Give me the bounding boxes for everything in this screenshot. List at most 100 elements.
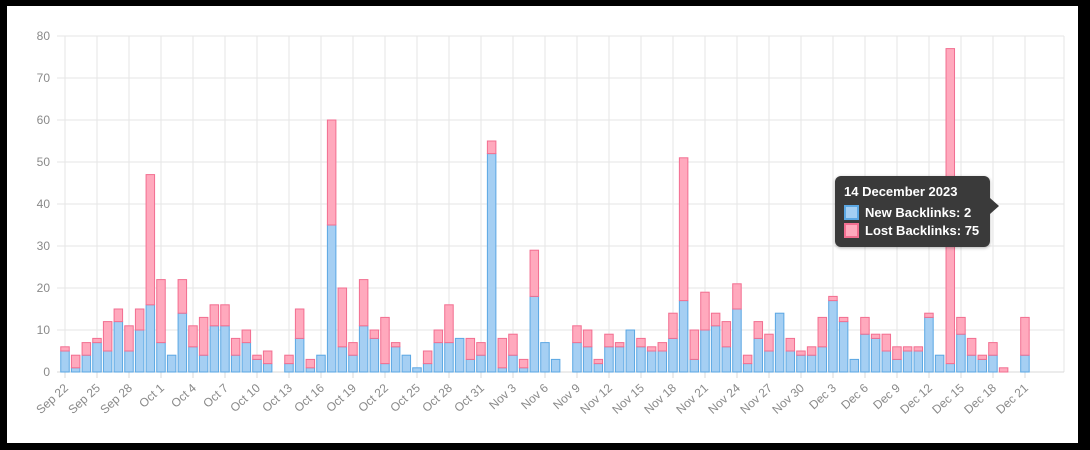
- bar-segment-new-oct-26[interactable]: [422, 363, 433, 373]
- bar-segment-new-nov-12[interactable]: [604, 346, 614, 373]
- bar-segment-new-oct-19[interactable]: [348, 354, 358, 373]
- bar-segment-new-dec-5[interactable]: [849, 358, 860, 373]
- bar-segment-lost-dec-8[interactable]: [881, 333, 892, 352]
- bar-segment-new-oct-2[interactable]: [166, 354, 177, 373]
- bar-segment-lost-oct-17[interactable]: [326, 119, 337, 226]
- bar-segment-lost-oct-9[interactable]: [241, 329, 252, 344]
- bar-segment-new-oct-10[interactable]: [252, 358, 262, 373]
- bar-segment-new-oct-9[interactable]: [241, 342, 252, 373]
- bar-segment-new-oct-18[interactable]: [337, 346, 348, 373]
- bar-segment-new-oct-5[interactable]: [198, 354, 209, 373]
- bar-segment-lost-dec-12[interactable]: [924, 312, 934, 318]
- bar-segment-lost-oct-6[interactable]: [209, 304, 220, 327]
- bar-segment-new-nov-30[interactable]: [796, 354, 806, 373]
- bar-segment-lost-oct-28[interactable]: [444, 304, 454, 344]
- bar-segment-lost-oct-23[interactable]: [390, 342, 401, 348]
- bar-segment-lost-oct-10[interactable]: [252, 354, 262, 360]
- bar-segment-lost-dec-3[interactable]: [828, 295, 838, 302]
- bar-segment-lost-nov-27[interactable]: [764, 333, 774, 352]
- bar-segment-new-nov-6[interactable]: [540, 342, 550, 373]
- bar-segment-new-nov-4[interactable]: [518, 367, 529, 373]
- bar-segment-new-dec-6[interactable]: [860, 333, 870, 373]
- bar-segment-new-nov-5[interactable]: [529, 295, 540, 373]
- bar-segment-lost-nov-13[interactable]: [614, 342, 625, 348]
- bar-segment-new-oct-3[interactable]: [177, 312, 188, 373]
- bar-segment-new-sep-25[interactable]: [92, 342, 102, 373]
- bar-segment-new-nov-16[interactable]: [646, 350, 657, 373]
- bar-segment-new-oct-17[interactable]: [326, 224, 337, 373]
- bar-segment-new-oct-27[interactable]: [433, 342, 444, 373]
- bar-segment-lost-nov-11[interactable]: [593, 358, 604, 365]
- bar-segment-lost-nov-25[interactable]: [742, 354, 753, 365]
- bar-segment-new-dec-3[interactable]: [828, 300, 838, 373]
- bar-segment-new-dec-13[interactable]: [934, 354, 945, 373]
- bar-segment-lost-nov-26[interactable]: [753, 321, 764, 339]
- bar-segment-lost-dec-1[interactable]: [806, 346, 817, 356]
- bar-segment-lost-nov-23[interactable]: [721, 321, 732, 348]
- bar-segment-new-sep-27[interactable]: [113, 321, 124, 373]
- bar-segment-lost-dec-16[interactable]: [966, 337, 977, 356]
- bar-segment-new-nov-3[interactable]: [508, 354, 518, 373]
- bar-segment-new-sep-24[interactable]: [81, 354, 92, 373]
- bar-segment-new-oct-15[interactable]: [305, 367, 316, 373]
- bar-segment-new-dec-7[interactable]: [870, 337, 881, 373]
- bar-segment-lost-dec-19[interactable]: [998, 367, 1009, 373]
- bar-segment-new-nov-26[interactable]: [753, 337, 764, 373]
- bar-segment-lost-oct-30[interactable]: [465, 337, 476, 360]
- bar-segment-lost-sep-27[interactable]: [113, 308, 124, 323]
- bar-segment-new-dec-15[interactable]: [956, 333, 966, 373]
- bar-segment-new-oct-14[interactable]: [294, 337, 305, 373]
- bar-segment-lost-dec-6[interactable]: [860, 316, 870, 335]
- bar-segment-lost-nov-5[interactable]: [529, 249, 540, 297]
- bar-segment-lost-oct-26[interactable]: [422, 350, 433, 365]
- bar-segment-new-dec-11[interactable]: [913, 350, 924, 373]
- bar-segment-lost-nov-17[interactable]: [657, 342, 668, 352]
- bar-segment-lost-nov-3[interactable]: [508, 333, 518, 356]
- bar-segment-lost-nov-19[interactable]: [678, 157, 689, 302]
- bar-segment-new-nov-23[interactable]: [721, 346, 732, 373]
- bar-segment-lost-sep-25[interactable]: [92, 337, 102, 344]
- bar-segment-new-oct-20[interactable]: [358, 325, 369, 373]
- bar-segment-new-oct-13[interactable]: [284, 363, 294, 373]
- bar-segment-lost-oct-4[interactable]: [188, 325, 198, 348]
- bar-segment-new-sep-22[interactable]: [60, 350, 70, 373]
- bar-segment-lost-sep-29[interactable]: [134, 308, 145, 331]
- bar-segment-lost-nov-15[interactable]: [636, 337, 646, 348]
- bar-segment-lost-dec-15[interactable]: [956, 316, 966, 335]
- bar-segment-new-oct-30[interactable]: [465, 358, 476, 373]
- bar-segment-lost-nov-29[interactable]: [785, 337, 796, 352]
- bar-segment-lost-oct-13[interactable]: [284, 354, 294, 365]
- bar-segment-lost-nov-2[interactable]: [497, 337, 508, 369]
- bar-segment-lost-oct-11[interactable]: [262, 350, 273, 365]
- bar-segment-new-oct-1[interactable]: [156, 342, 166, 373]
- bar-segment-new-sep-28[interactable]: [124, 350, 134, 373]
- bar-segment-lost-oct-3[interactable]: [177, 279, 188, 314]
- bar-segment-lost-dec-9[interactable]: [892, 346, 902, 360]
- bar-segment-lost-dec-18[interactable]: [988, 342, 998, 356]
- bar-segment-lost-nov-24[interactable]: [732, 283, 742, 310]
- bar-segment-new-dec-12[interactable]: [924, 316, 934, 373]
- bar-segment-new-nov-21[interactable]: [700, 329, 710, 373]
- bar-segment-lost-nov-20[interactable]: [689, 329, 700, 360]
- bar-segment-new-dec-14[interactable]: [945, 363, 956, 373]
- bar-segment-lost-nov-1[interactable]: [486, 140, 497, 155]
- bar-segment-lost-sep-26[interactable]: [102, 321, 113, 352]
- bar-segment-lost-nov-18[interactable]: [668, 312, 678, 339]
- bar-segment-new-sep-29[interactable]: [134, 329, 145, 373]
- bar-segment-lost-oct-21[interactable]: [369, 329, 380, 339]
- bar-segment-lost-oct-20[interactable]: [358, 279, 369, 327]
- bar-segment-new-nov-15[interactable]: [636, 346, 646, 373]
- bar-segment-lost-dec-11[interactable]: [913, 346, 924, 352]
- bar-segment-new-sep-23[interactable]: [70, 367, 81, 373]
- bar-segment-new-dec-16[interactable]: [966, 354, 977, 373]
- bar-segment-lost-nov-9[interactable]: [572, 325, 582, 344]
- bar-segment-lost-nov-10[interactable]: [582, 329, 593, 348]
- bar-segment-lost-dec-17[interactable]: [977, 354, 988, 360]
- bar-segment-lost-nov-30[interactable]: [796, 350, 806, 356]
- bar-segment-lost-oct-18[interactable]: [337, 287, 348, 348]
- bar-segment-new-nov-13[interactable]: [614, 346, 625, 373]
- bar-segment-lost-nov-21[interactable]: [700, 291, 710, 331]
- bar-segment-lost-dec-4[interactable]: [838, 316, 849, 323]
- bar-segment-new-oct-25[interactable]: [412, 367, 422, 373]
